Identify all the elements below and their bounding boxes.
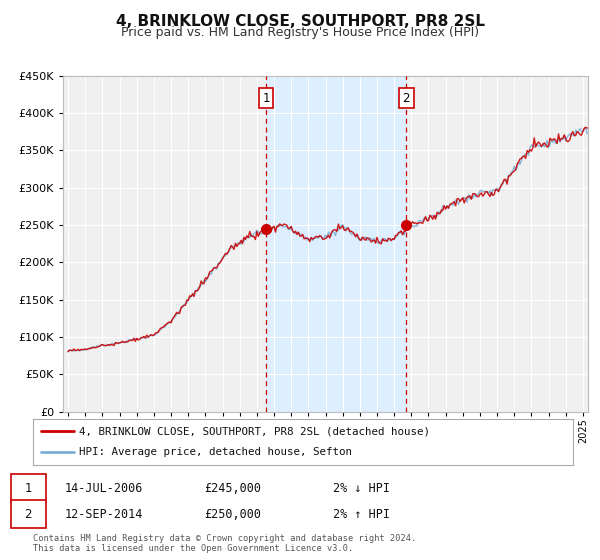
Text: 2% ↓ HPI: 2% ↓ HPI: [333, 482, 390, 495]
Text: £250,000: £250,000: [204, 507, 261, 521]
Text: 4, BRINKLOW CLOSE, SOUTHPORT, PR8 2SL (detached house): 4, BRINKLOW CLOSE, SOUTHPORT, PR8 2SL (d…: [79, 426, 430, 436]
Bar: [266, 76, 406, 412]
Text: Contains HM Land Registry data © Crown copyright and database right 2024.: Contains HM Land Registry data © Crown c…: [33, 534, 416, 543]
Text: 4, BRINKLOW CLOSE, SOUTHPORT, PR8 2SL: 4, BRINKLOW CLOSE, SOUTHPORT, PR8 2SL: [115, 14, 485, 29]
Text: 1: 1: [25, 482, 32, 495]
Text: 2: 2: [25, 507, 32, 521]
Text: 1: 1: [262, 91, 270, 105]
Text: This data is licensed under the Open Government Licence v3.0.: This data is licensed under the Open Gov…: [33, 544, 353, 553]
Text: £245,000: £245,000: [204, 482, 261, 495]
Text: 14-JUL-2006: 14-JUL-2006: [65, 482, 143, 495]
Text: HPI: Average price, detached house, Sefton: HPI: Average price, detached house, Seft…: [79, 447, 352, 458]
Text: 2% ↑ HPI: 2% ↑ HPI: [333, 507, 390, 521]
Text: 12-SEP-2014: 12-SEP-2014: [65, 507, 143, 521]
Text: Price paid vs. HM Land Registry's House Price Index (HPI): Price paid vs. HM Land Registry's House …: [121, 26, 479, 39]
Text: 2: 2: [403, 91, 410, 105]
